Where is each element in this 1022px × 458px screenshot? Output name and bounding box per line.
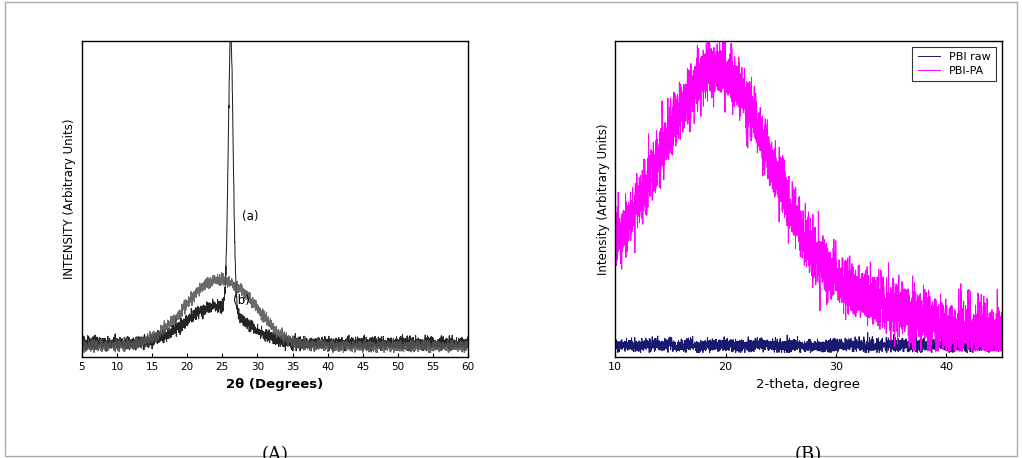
PBI-PA — [791, 217, 803, 222]
PBI-PA — [909, 348, 921, 354]
PBI raw — [609, 342, 621, 347]
PBI raw — [609, 350, 621, 355]
PBI-PA — [966, 322, 978, 328]
Line: PBI raw: PBI raw — [615, 333, 1002, 353]
PBI-PA — [749, 117, 761, 122]
PBI-PA — [690, 88, 702, 94]
X-axis label: 2θ (Degrees): 2θ (Degrees) — [226, 378, 324, 391]
PBI-PA — [854, 298, 867, 304]
Line: PBI-PA: PBI-PA — [615, 30, 1002, 351]
Text: (a): (a) — [242, 210, 259, 223]
PBI raw — [838, 344, 850, 350]
PBI raw — [690, 340, 702, 346]
PBI-PA — [838, 267, 850, 273]
PBI raw — [966, 342, 978, 347]
PBI raw — [791, 334, 803, 339]
Text: (A): (A) — [262, 446, 288, 458]
Y-axis label: Intensity (Arbitrary Units): Intensity (Arbitrary Units) — [597, 124, 609, 275]
Legend: PBI raw, PBI-PA: PBI raw, PBI-PA — [912, 47, 996, 82]
PBI raw — [749, 340, 761, 346]
PBI-PA — [716, 27, 729, 33]
Y-axis label: INTENSITY (Arbitrary Units): INTENSITY (Arbitrary Units) — [63, 119, 77, 279]
PBI-PA — [609, 221, 621, 227]
Text: (B): (B) — [795, 446, 822, 458]
PBI raw — [862, 330, 874, 335]
PBI raw — [854, 342, 867, 347]
X-axis label: 2-theta, degree: 2-theta, degree — [756, 378, 861, 391]
PBI raw — [995, 345, 1008, 350]
Text: (b): (b) — [233, 294, 249, 307]
PBI-PA — [995, 324, 1008, 329]
